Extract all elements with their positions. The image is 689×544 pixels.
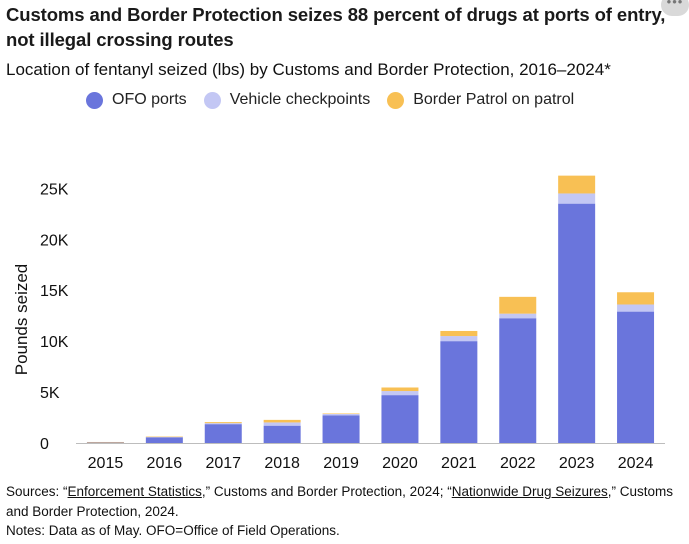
legend-swatch-border-patrol (387, 91, 405, 109)
legend-item-border-patrol: Border Patrol on patrol (387, 91, 574, 109)
bar-2024-ofo-ports (617, 311, 655, 443)
bar-2017-vehicle-checkpoints (204, 423, 242, 425)
legend-swatch-ofo-ports (86, 91, 103, 109)
stacked-bar-chart: 0 5K 10K 15K 20K 25K Pounds seized 2015 2016 2017… (12, 175, 665, 472)
bar-2016-ofo-ports (145, 437, 183, 443)
chart-title: Customs and Border Protection seizes 88 … (6, 4, 666, 50)
bar-2019-ofo-ports (322, 415, 360, 443)
bar-2021-ofo-ports (440, 341, 478, 443)
legend-swatch-vehicle-checkpoints (203, 91, 221, 109)
bar-2024-border-patrol-on-patrol (617, 292, 655, 305)
bar-2022-ofo-ports (499, 318, 537, 443)
bar-2017-border-patrol-on-patrol (204, 422, 242, 424)
x-tick-label-2024: 2024 (618, 455, 654, 472)
bar-2021-border-patrol-on-patrol (440, 330, 478, 337)
bar-2016-vehicle-checkpoints (145, 436, 183, 438)
bar-2018-border-patrol-on-patrol (263, 419, 301, 423)
enforcement-statistics-link[interactable]: Enforcement Statistics (67, 484, 202, 499)
bar-2024-vehicle-checkpoints (617, 304, 655, 312)
bar-2021-vehicle-checkpoints (440, 336, 478, 342)
bar-2022-border-patrol-on-patrol (499, 296, 537, 314)
y-tick-label-15k: 15K (40, 283, 69, 300)
bar-2020-ofo-ports (381, 395, 419, 443)
bar-2023-vehicle-checkpoints (558, 193, 596, 204)
legend-label-vehicle-checkpoints: Vehicle checkpoints (229, 91, 371, 108)
bar-2016-border-patrol-on-patrol (145, 436, 183, 438)
nationwide-drug-seizures-link[interactable]: Nationwide Drug Seizures (451, 484, 608, 499)
legend-item-vehicle-checkpoints: Vehicle checkpoints (203, 91, 371, 109)
notes-text: Notes: Data as of May. OFO=Office of Fie… (6, 523, 340, 538)
chart-subtitle: Location of fentanyl seized (lbs) by Cus… (6, 60, 611, 79)
bar-2019-border-patrol-on-patrol (322, 413, 360, 414)
y-tick-label-20k: 20K (40, 232, 69, 249)
bar-2020-border-patrol-on-patrol (381, 387, 419, 392)
legend-label-border-patrol: Border Patrol on patrol (413, 91, 575, 108)
y-tick-label-5k: 5K (40, 385, 60, 402)
y-tick-label-25k: 25K (40, 181, 69, 198)
x-tick-label-2021: 2021 (441, 455, 477, 472)
sources-mid: ,” Customs and Border Protection, 2024; … (201, 484, 452, 499)
bar-2015-ofo-ports (86, 442, 124, 443)
bar-2023-border-patrol-on-patrol (558, 175, 596, 194)
x-tick-label-2019: 2019 (323, 455, 359, 472)
bar-2020-vehicle-checkpoints (381, 391, 419, 396)
legend-label-ofo-ports: OFO ports (112, 91, 187, 108)
sources-prefix: Sources: “ (6, 484, 68, 499)
more-options-icon[interactable]: ••• (661, 0, 689, 16)
x-tick-label-2023: 2023 (559, 455, 595, 472)
chart-legend: OFO ports Vehicle checkpoints Border Pat… (86, 89, 591, 111)
x-tick-label-2020: 2020 (382, 455, 418, 472)
sources-note: Sources: “Enforcement Statistics,” Custo… (6, 482, 684, 521)
y-tick-label-10k: 10K (40, 334, 69, 351)
bar-2019-vehicle-checkpoints (322, 413, 360, 416)
y-tick-label-0: 0 (40, 436, 49, 453)
sources-suffix: ,” Customs and Border Protection, 2024. (6, 484, 674, 519)
bar-2018-ofo-ports (263, 425, 301, 443)
x-tick-label-2022: 2022 (500, 455, 536, 472)
bar-2015-border-patrol-on-patrol (86, 441, 124, 443)
x-tick-label-2016: 2016 (147, 455, 183, 472)
y-axis-label: Pounds seized (12, 264, 31, 376)
bar-2022-vehicle-checkpoints (499, 313, 537, 319)
x-tick-label-2017: 2017 (205, 455, 241, 472)
bar-2017-ofo-ports (204, 424, 242, 443)
bar-2018-vehicle-checkpoints (263, 422, 301, 426)
chart-footer: Sources: “Enforcement Statistics,” Custo… (6, 482, 684, 541)
legend-item-ofo-ports: OFO ports (86, 91, 187, 109)
bar-2023-ofo-ports (558, 203, 596, 443)
x-tick-label-2018: 2018 (264, 455, 300, 472)
x-tick-label-2015: 2015 (88, 455, 124, 472)
